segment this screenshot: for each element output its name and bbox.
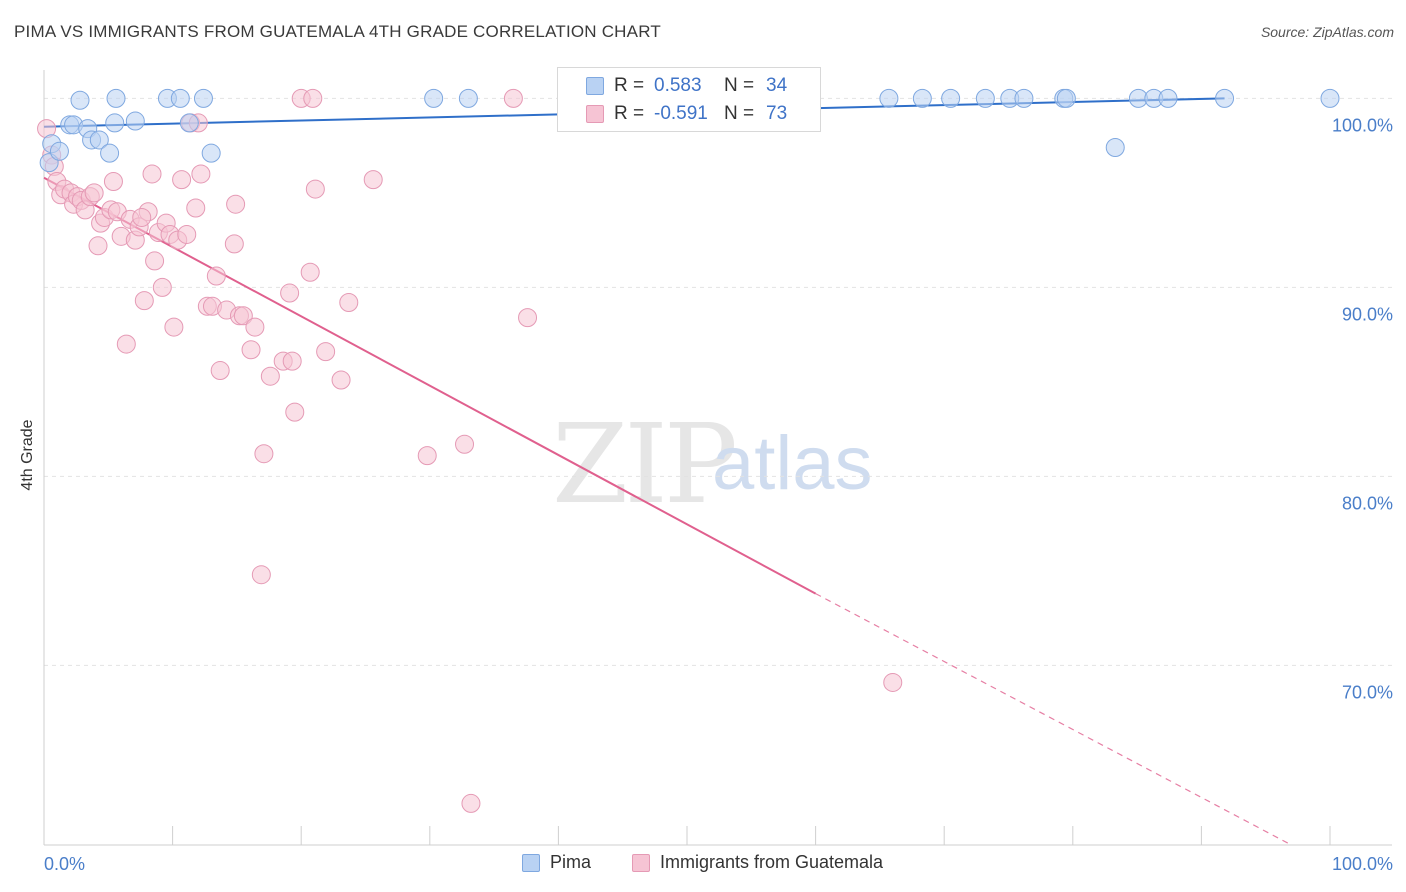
legend-n-label: N = [724, 103, 755, 124]
point-guatemala [260, 366, 280, 386]
y-tick-label: 100.0% [1332, 115, 1393, 135]
legend-item-guatemala[interactable]: Immigrants from Guatemala [632, 852, 883, 873]
data-points [37, 88, 1340, 813]
series-legend: Pima Immigrants from Guatemala [0, 852, 1406, 878]
point-guatemala [116, 334, 136, 354]
point-pima [70, 90, 90, 110]
legend-r-value: -0.591 [654, 103, 708, 124]
legend-label-guatemala: Immigrants from Guatemala [660, 852, 884, 872]
point-pima [201, 143, 221, 163]
point-guatemala [305, 179, 325, 199]
legend-swatch-guatemala [586, 105, 604, 123]
point-pima [106, 88, 126, 108]
point-guatemala [280, 283, 300, 303]
watermark-zip: ZIP [552, 400, 738, 528]
point-guatemala [233, 306, 253, 326]
legend-r-label: R = [614, 75, 645, 96]
point-guatemala [134, 291, 154, 311]
point-guatemala [172, 170, 192, 190]
point-guatemala [132, 207, 152, 227]
point-guatemala [518, 308, 538, 328]
point-guatemala [177, 224, 197, 244]
point-guatemala [245, 317, 265, 337]
point-guatemala [461, 793, 481, 813]
legend-r-label: R = [614, 103, 645, 124]
chart-title: PIMA VS IMMIGRANTS FROM GUATEMALA 4TH GR… [14, 22, 661, 41]
y-tick-label: 80.0% [1342, 493, 1393, 513]
point-pima [912, 88, 932, 108]
point-guatemala [282, 351, 302, 371]
point-pima [1215, 88, 1235, 108]
point-pima [1320, 88, 1340, 108]
point-guatemala [251, 565, 271, 585]
legend-label-pima: Pima [550, 852, 592, 872]
source-label: Source: ZipAtlas.com [1260, 24, 1394, 40]
legend-swatch-pima [522, 853, 540, 872]
point-guatemala [206, 266, 226, 286]
axes [43, 70, 1392, 846]
x-tick-label: 100.0% [1332, 854, 1393, 874]
point-pima [1056, 88, 1076, 108]
legend-n-label: N = [724, 75, 755, 96]
correlation-legend: R = 0.583 N = 34 R = -0.591 N = 73 [557, 67, 821, 132]
point-guatemala [417, 446, 437, 466]
point-guatemala [145, 251, 165, 271]
point-guatemala [84, 183, 104, 203]
point-guatemala [226, 194, 246, 214]
point-guatemala [224, 234, 244, 254]
legend-swatch-guatemala [632, 853, 650, 872]
grid-lines [44, 97, 1392, 666]
x-tick-label: 0.0% [44, 854, 85, 874]
point-guatemala [164, 317, 184, 337]
y-tick-label: 70.0% [1342, 682, 1393, 702]
legend-n-value: 34 [766, 75, 788, 96]
point-guatemala [142, 164, 162, 184]
y-tick-label: 90.0% [1342, 304, 1393, 324]
point-pima [105, 113, 125, 133]
point-guatemala [503, 88, 523, 108]
point-pima [1105, 138, 1125, 157]
point-pima [89, 130, 109, 150]
tick-labels: 100.0% 90.0% 80.0% 70.0% 0.0% 100.0% [44, 115, 1393, 874]
point-guatemala [103, 172, 123, 192]
point-pima [941, 88, 961, 108]
legend-r-value: 0.583 [654, 75, 702, 96]
point-guatemala [883, 672, 903, 692]
point-guatemala [363, 170, 383, 190]
point-pima [975, 88, 995, 108]
trend-line-guatemala-extrapolated [815, 593, 1292, 846]
point-pima [1158, 88, 1178, 108]
point-pima [193, 88, 213, 108]
point-guatemala [88, 236, 108, 256]
point-pima [170, 88, 190, 108]
point-pima [1014, 88, 1034, 108]
point-guatemala [191, 164, 211, 184]
point-pima [879, 88, 899, 108]
point-pima [179, 113, 199, 133]
point-guatemala [300, 262, 320, 282]
watermark-atlas: atlas [712, 421, 873, 506]
point-guatemala [303, 88, 323, 108]
legend-row-guatemala: R = -0.591 N = 73 [558, 100, 820, 128]
point-guatemala [254, 444, 274, 464]
legend-swatch-pima [586, 77, 604, 95]
point-guatemala [186, 198, 206, 218]
point-guatemala [331, 370, 351, 390]
point-pima [458, 88, 478, 108]
point-pima [424, 88, 444, 108]
point-guatemala [316, 342, 336, 362]
point-guatemala [339, 293, 359, 312]
legend-item-pima[interactable]: Pima [522, 852, 591, 873]
point-guatemala [241, 340, 261, 360]
point-pima [100, 143, 120, 163]
point-guatemala [152, 277, 172, 297]
point-guatemala [285, 402, 305, 422]
legend-row-pima: R = 0.583 N = 34 [558, 72, 820, 100]
point-pima [125, 111, 145, 131]
point-guatemala [210, 361, 230, 381]
point-pima [49, 141, 69, 161]
legend-n-value: 73 [766, 103, 788, 124]
point-guatemala [455, 434, 475, 454]
